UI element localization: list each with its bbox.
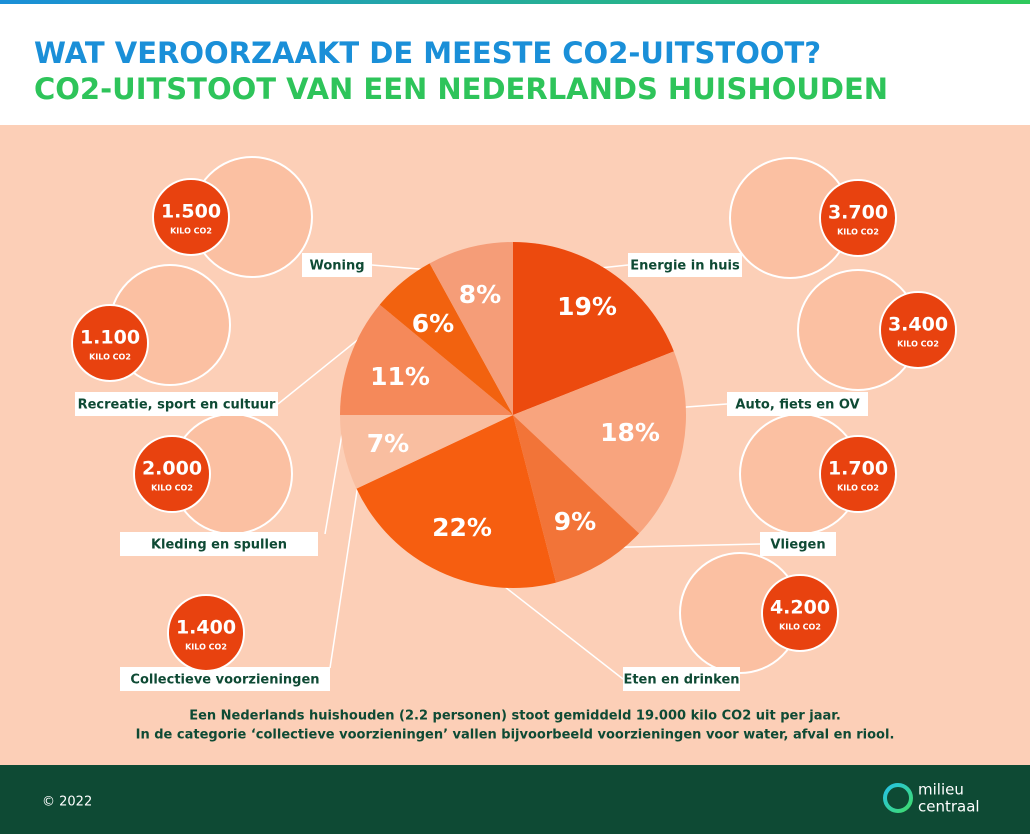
badge: [819, 435, 897, 513]
badge-value: 3.700: [828, 202, 888, 224]
copyright: © 2022: [42, 795, 92, 810]
badge: [167, 594, 245, 672]
percent-label: 19%: [557, 292, 617, 321]
category-label: Kleding en spullen: [151, 538, 287, 553]
leader-line: [599, 264, 629, 269]
category-label: Woning: [309, 259, 364, 274]
badge-unit: KILO CO2: [779, 623, 821, 632]
pie-slice: [513, 351, 686, 534]
logo-text: milieu: [918, 781, 964, 799]
category-label: Eten en drinken: [623, 673, 739, 688]
category-label: Collectieve voorzieningen: [130, 673, 319, 688]
chart-title: WAT VEROORZAAKT DE MEESTE CO2-UITSTOOT?: [34, 36, 821, 70]
top-bar: [0, 0, 1030, 4]
category-label: Vliegen: [770, 538, 825, 553]
badge: [879, 291, 957, 369]
badge-value: 1.500: [161, 201, 221, 223]
chart-subtitle: CO2-UITSTOOT VAN EEN NEDERLANDS HUISHOUD…: [34, 72, 888, 106]
badge-unit: KILO CO2: [151, 484, 193, 493]
pie-slice: [513, 242, 674, 415]
badge-unit: KILO CO2: [185, 643, 227, 652]
badge-value: 1.100: [80, 327, 140, 349]
percent-label: 22%: [432, 513, 492, 542]
label-box: [727, 392, 868, 416]
category-label: Recreatie, sport en cultuur: [78, 398, 276, 413]
label-box: [628, 253, 742, 277]
badge-value: 1.700: [828, 458, 888, 480]
label-box: [302, 253, 372, 277]
badge: [152, 178, 230, 256]
labels: 19% Energie in huis 3.700 KILO CO2 18% Auto, …: [71, 178, 957, 691]
percent-label: 9%: [554, 507, 596, 536]
percent-label: 6%: [412, 309, 454, 338]
badge-value: 3.400: [888, 314, 948, 336]
label-box: [75, 392, 278, 416]
pie-slice: [513, 415, 640, 583]
badge-unit: KILO CO2: [837, 228, 879, 237]
label-box: [120, 532, 318, 556]
label-box: [623, 667, 740, 691]
label-box: [120, 667, 330, 691]
badge-value: 4.200: [770, 597, 830, 619]
pie-slice: [429, 242, 513, 415]
percent-label: 7%: [367, 429, 409, 458]
pie-slice: [340, 415, 513, 489]
logo-text: centraal: [918, 798, 980, 816]
badge: [761, 574, 839, 652]
badge: [71, 304, 149, 382]
pie: [340, 242, 686, 588]
badge: [133, 435, 211, 513]
badge: [819, 179, 897, 257]
percent-label: 11%: [370, 362, 430, 391]
badge-value: 1.400: [176, 617, 236, 639]
percent-label: 18%: [600, 418, 660, 447]
percent-label: 8%: [459, 280, 501, 309]
pie-slice: [356, 415, 557, 588]
footnote: In de categorie ‘collectieve voorziening…: [136, 728, 895, 743]
logo-ring: [883, 783, 913, 813]
badge-unit: KILO CO2: [170, 227, 212, 236]
badge-value: 2.000: [142, 458, 202, 480]
footnote: Een Nederlands huishouden (2.2 personen)…: [189, 709, 841, 724]
pie-slice: [379, 263, 513, 415]
badge-unit: KILO CO2: [89, 353, 131, 362]
category-label: Energie in huis: [630, 259, 740, 274]
leader-line: [329, 457, 363, 669]
pie-slice: [340, 304, 513, 415]
footer-bg: [0, 765, 1030, 834]
label-box: [760, 532, 836, 556]
badge-unit: KILO CO2: [897, 340, 939, 349]
header-bg: [0, 0, 1030, 125]
badge-unit: KILO CO2: [837, 484, 879, 493]
category-label: Auto, fiets en OV: [735, 398, 859, 413]
